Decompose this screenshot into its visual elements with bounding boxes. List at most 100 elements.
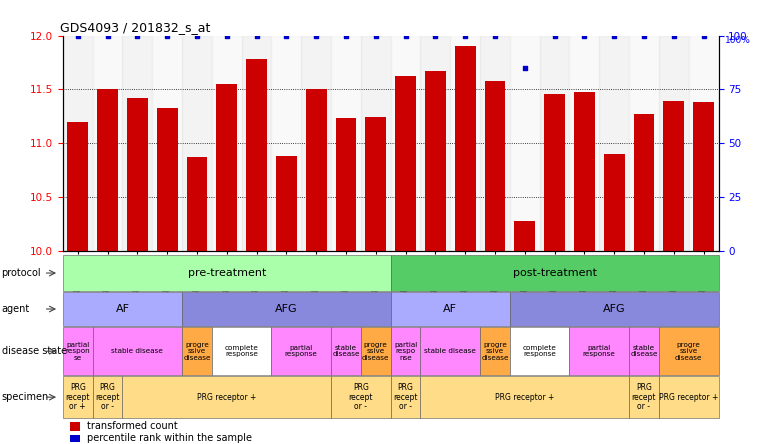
Text: post-treatment: post-treatment — [512, 268, 597, 278]
Text: complete
response: complete response — [224, 345, 259, 357]
Bar — [629, 36, 659, 251]
Bar — [693, 102, 714, 251]
Point — [370, 32, 382, 39]
Bar — [599, 36, 629, 251]
Bar — [246, 59, 267, 251]
Point — [519, 64, 531, 71]
Bar — [510, 292, 719, 326]
Bar — [629, 327, 659, 375]
Point — [668, 32, 680, 39]
Text: complete
response: complete response — [522, 345, 557, 357]
Bar — [629, 376, 659, 418]
Bar — [331, 36, 361, 251]
Text: progre
ssive
disease: progre ssive disease — [481, 342, 509, 361]
Bar — [574, 91, 595, 251]
Point — [161, 32, 173, 39]
Bar — [127, 98, 148, 251]
Text: stable
disease: stable disease — [332, 345, 360, 357]
Text: PRG
recept
or -: PRG recept or - — [95, 383, 119, 411]
Text: progre
ssive
disease: progre ssive disease — [362, 342, 389, 361]
Text: partial
response: partial response — [583, 345, 616, 357]
Text: specimen: specimen — [2, 392, 49, 402]
Bar — [271, 36, 301, 251]
Text: stable
disease: stable disease — [630, 345, 658, 357]
Text: transformed count: transformed count — [87, 421, 177, 432]
Point — [131, 32, 143, 39]
Text: AFG: AFG — [603, 304, 626, 314]
Bar — [480, 327, 510, 375]
Bar — [93, 36, 123, 251]
Text: PRG
recept
or -: PRG recept or - — [393, 383, 417, 411]
Bar — [361, 327, 391, 375]
Point — [429, 32, 441, 39]
Point — [191, 32, 203, 39]
Bar — [450, 36, 480, 251]
Bar — [480, 36, 510, 251]
Bar — [510, 327, 569, 375]
Bar — [365, 117, 386, 251]
Text: progre
ssive
disease: progre ssive disease — [183, 342, 211, 361]
Point — [578, 32, 591, 39]
Bar — [70, 422, 80, 431]
Bar — [421, 376, 629, 418]
Text: partial
respo
nse: partial respo nse — [394, 342, 417, 361]
Bar — [425, 71, 446, 251]
Point — [698, 32, 710, 39]
Text: PRG receptor +: PRG receptor + — [197, 392, 257, 402]
Bar — [391, 327, 421, 375]
Bar — [216, 84, 237, 251]
Text: GDS4093 / 201832_s_at: GDS4093 / 201832_s_at — [60, 21, 210, 34]
Text: PRG receptor +: PRG receptor + — [495, 392, 555, 402]
Bar — [421, 327, 480, 375]
Text: partial
response: partial response — [285, 345, 318, 357]
Bar — [361, 36, 391, 251]
Bar — [97, 89, 118, 251]
Text: AF: AF — [116, 304, 129, 314]
Text: AFG: AFG — [275, 304, 298, 314]
Bar — [157, 107, 178, 251]
Text: percentile rank within the sample: percentile rank within the sample — [87, 433, 251, 443]
Bar — [659, 36, 689, 251]
Bar — [123, 36, 152, 251]
Bar — [391, 36, 421, 251]
Bar — [271, 327, 331, 375]
Bar — [123, 376, 331, 418]
Text: disease state: disease state — [2, 346, 67, 356]
Bar — [331, 327, 361, 375]
Bar — [485, 81, 506, 251]
Text: AF: AF — [444, 304, 457, 314]
Point — [638, 32, 650, 39]
Bar — [336, 119, 356, 251]
Point — [489, 32, 501, 39]
Bar — [455, 46, 476, 251]
Point — [548, 32, 561, 39]
Point — [459, 32, 471, 39]
Point — [310, 32, 322, 39]
Bar — [70, 435, 80, 441]
Bar — [186, 157, 208, 251]
Bar — [212, 327, 271, 375]
Bar — [241, 36, 271, 251]
Text: PRG
recept
or +: PRG recept or + — [65, 383, 90, 411]
Bar — [306, 89, 326, 251]
Bar — [331, 376, 391, 418]
Bar — [63, 376, 93, 418]
Bar — [569, 36, 599, 251]
Point — [280, 32, 293, 39]
Bar — [540, 36, 569, 251]
Bar — [63, 255, 391, 291]
Point — [221, 32, 233, 39]
Bar — [152, 36, 182, 251]
Point — [399, 32, 411, 39]
Bar — [182, 327, 212, 375]
Text: PRG
recept
or -: PRG recept or - — [349, 383, 373, 411]
Point — [340, 32, 352, 39]
Bar — [510, 36, 540, 251]
Point — [71, 32, 83, 39]
Bar — [391, 376, 421, 418]
Point — [608, 32, 620, 39]
Bar — [67, 122, 88, 251]
Bar — [659, 327, 719, 375]
Text: progre
ssive
disease: progre ssive disease — [675, 342, 702, 361]
Point — [101, 32, 113, 39]
